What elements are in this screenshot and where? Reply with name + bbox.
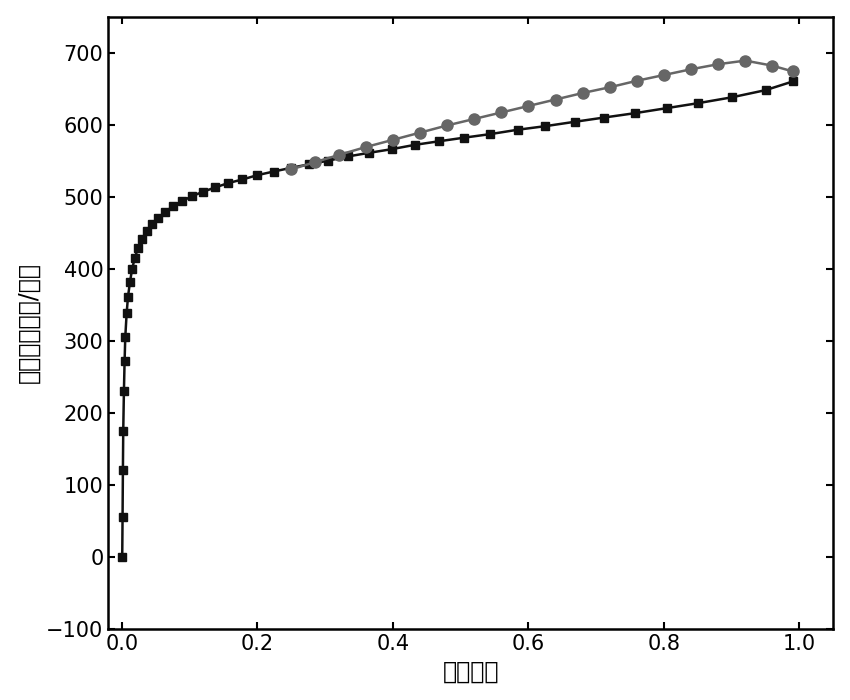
Y-axis label: 体积（立方米/克）: 体积（立方米/克）	[17, 262, 41, 384]
X-axis label: 相对压力: 相对压力	[443, 659, 499, 683]
